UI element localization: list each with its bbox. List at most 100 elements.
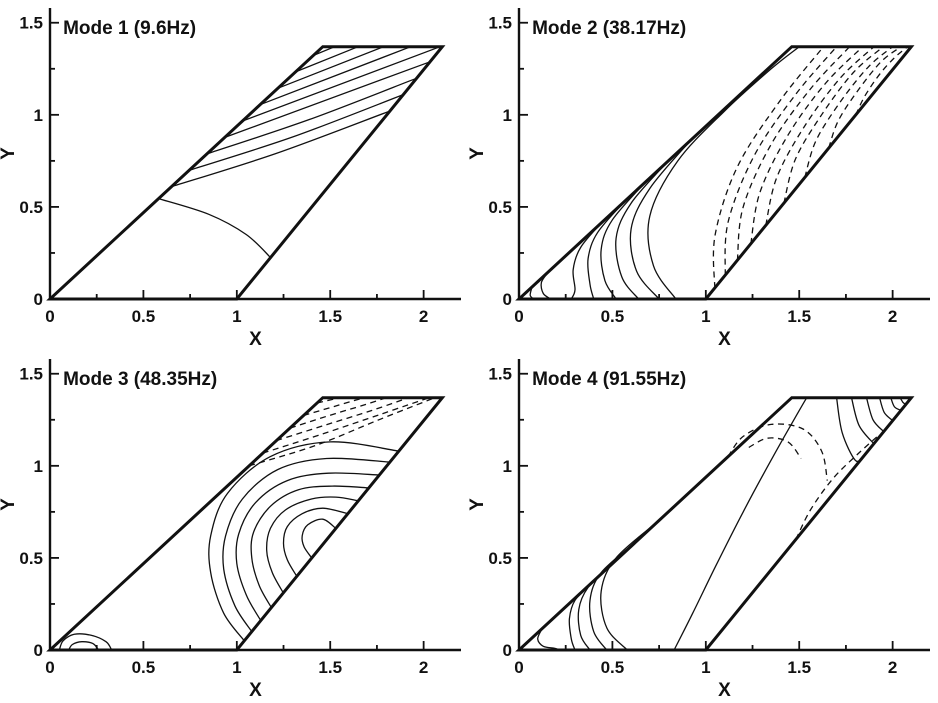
contour-line-solid <box>259 46 411 106</box>
contour-line-solid <box>615 160 669 300</box>
x-tick-label: 0.5 <box>601 307 625 326</box>
y-tick-label: 1.5 <box>488 365 512 384</box>
contour-line-solid <box>878 397 894 421</box>
y-tick-label: 0.5 <box>19 549 43 568</box>
y-tick-label: 0.5 <box>488 198 512 217</box>
y-tick-label: 1.5 <box>19 365 43 384</box>
x-tick-label: 0.5 <box>132 658 156 677</box>
mode-2-contour-plot: 0 0.5 1 1.5 2 0 0.5 1 1.5 X Y Mode 2 (38.17Hz) <box>469 8 930 350</box>
x-tick-label: 1.5 <box>787 658 811 677</box>
contour-line-dashed <box>727 423 828 481</box>
contour-line-solid <box>587 200 626 300</box>
contour-line-solid <box>188 93 404 171</box>
x-tick-label: 0.5 <box>601 658 625 677</box>
y-tick-label: 0.5 <box>19 198 43 217</box>
wing-outline <box>46 396 446 652</box>
contour-line-solid <box>600 520 659 651</box>
plot-title: Mode 4 (91.55Hz) <box>532 369 686 390</box>
wing-outline <box>46 45 446 301</box>
contour-line-solid <box>577 562 614 651</box>
contour-line-dashed <box>276 397 409 442</box>
x-tick-label: 1.5 <box>318 307 342 326</box>
contour-line-dashed <box>765 46 875 226</box>
contour-line-dashed <box>804 46 894 178</box>
plot-title: Mode 3 (48.35Hz) <box>63 369 217 390</box>
x-tick-label: 1.5 <box>787 307 811 326</box>
y-axis-label: Y <box>0 147 19 160</box>
mode-4-contour-plot: 0 0.5 1 1.5 2 0 0.5 1 1.5 X Y Mode 4 (91.55Hz) <box>469 359 930 701</box>
x-tick-label: 1 <box>701 307 710 326</box>
y-tick-label: 0 <box>34 290 43 309</box>
y-tick-label: 1 <box>503 106 512 125</box>
contour-line-solid <box>647 46 800 300</box>
contour-line-solid <box>250 485 369 608</box>
y-tick-label: 1 <box>34 457 43 476</box>
contour-line-solid <box>890 397 902 411</box>
contour-line-solid <box>537 628 561 651</box>
y-tick-label: 0 <box>503 290 512 309</box>
x-axis-label: X <box>249 680 262 701</box>
plot-title: Mode 1 (9.6Hz) <box>63 18 196 39</box>
x-tick-label: 1.5 <box>318 658 342 677</box>
mode-3-contour-plot: 0 0.5 1 1.5 2 0 0.5 1 1.5 X Y Mode 3 (48.35Hz) <box>0 359 461 701</box>
x-tick-label: 1 <box>232 307 241 326</box>
x-tick-label: 0 <box>45 307 54 326</box>
y-tick-label: 1 <box>34 106 43 125</box>
contour-line-solid <box>600 181 647 300</box>
contour-line-dashed <box>855 46 909 116</box>
wing-outline <box>515 45 915 301</box>
x-tick-label: 2 <box>419 307 428 326</box>
contour-line-solid <box>241 46 441 122</box>
contour-line-solid <box>629 139 692 300</box>
x-tick-label: 2 <box>419 658 428 677</box>
x-axis-label: X <box>718 680 731 701</box>
y-axis-label: Y <box>0 498 19 511</box>
y-tick-label: 1.5 <box>488 14 512 33</box>
contour-line-dashed <box>795 434 881 540</box>
contour-line-solid <box>865 397 885 433</box>
x-tick-label: 2 <box>888 307 897 326</box>
contour-line-solid <box>206 77 417 155</box>
contour-line-solid <box>158 197 272 259</box>
panel-mode-2: 0 0.5 1 1.5 2 0 0.5 1 1.5 X Y Mode 2 (38.17Hz) <box>469 0 938 351</box>
contour-line-solid <box>222 457 390 632</box>
x-tick-label: 0.5 <box>132 307 156 326</box>
panel-mode-3: 0 0.5 1 1.5 2 0 0.5 1 1.5 X Y Mode 3 (48.35Hz) <box>0 351 469 703</box>
y-axis-label: Y <box>469 498 488 511</box>
y-tick-label: 0 <box>503 641 512 660</box>
contour-line-solid <box>301 518 337 559</box>
contour-line-dashed <box>248 397 436 467</box>
contour-line-solid <box>265 496 359 594</box>
y-tick-label: 0 <box>34 641 43 660</box>
x-tick-label: 1 <box>701 658 710 677</box>
y-axis-label: Y <box>469 147 488 160</box>
x-tick-label: 1 <box>232 658 241 677</box>
y-tick-label: 0.5 <box>488 549 512 568</box>
contour-line-dashed <box>750 46 864 244</box>
contour-line-dashed <box>828 46 902 149</box>
x-tick-label: 0 <box>514 307 523 326</box>
contour-line-solid <box>277 46 384 89</box>
contour-line-solid <box>673 397 808 651</box>
contour-line-dashed <box>736 46 851 261</box>
contour-line-dashed <box>748 437 802 459</box>
contour-line-solid <box>295 46 359 73</box>
contour-line-solid <box>171 110 391 188</box>
contour-line-dashed <box>783 46 884 204</box>
contour-line-solid <box>58 633 113 651</box>
plot-title: Mode 2 (38.17Hz) <box>532 18 686 39</box>
mode-1-contour-plot: 0 0.5 1 1.5 2 0 0.5 1 1.5 X Y Mode 1 (9.6Hz) <box>0 8 461 350</box>
x-tick-label: 0 <box>45 658 54 677</box>
x-tick-label: 2 <box>888 658 897 677</box>
contour-line-solid <box>570 221 603 300</box>
x-tick-label: 0 <box>514 658 523 677</box>
contour-line-solid <box>588 542 636 651</box>
panel-mode-4: 0 0.5 1 1.5 2 0 0.5 1 1.5 X Y Mode 4 (91.55Hz) <box>469 351 938 703</box>
y-tick-label: 1 <box>503 457 512 476</box>
contour-line-solid <box>68 641 100 651</box>
contour-line-solid <box>282 507 348 577</box>
panel-mode-1: 0 0.5 1 1.5 2 0 0.5 1 1.5 X Y Mode 1 (9.6Hz) <box>0 0 469 351</box>
x-axis-label: X <box>249 329 262 350</box>
contour-line-dashed <box>262 397 430 454</box>
y-tick-label: 1.5 <box>19 14 43 33</box>
